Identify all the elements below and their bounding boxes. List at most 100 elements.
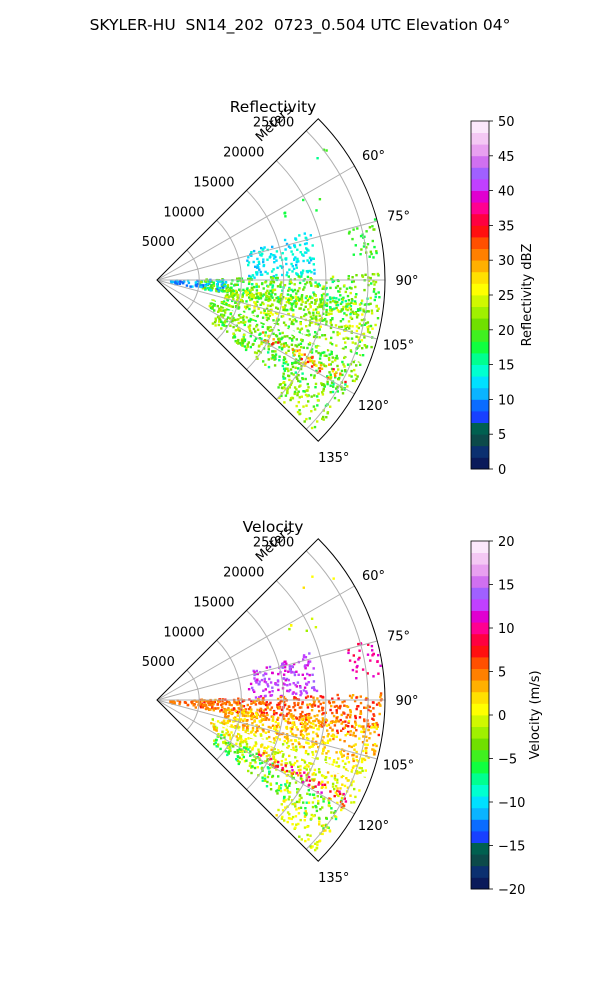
echo-cell — [242, 333, 246, 337]
echo-cell — [212, 726, 216, 729]
echo-cell — [318, 823, 321, 826]
echo-cell — [268, 770, 271, 773]
echo-cell — [280, 315, 283, 318]
echo-cell — [265, 785, 269, 788]
echo-cell — [220, 283, 223, 286]
echo-cell — [299, 777, 303, 780]
echo-cell — [294, 716, 298, 719]
echo-cell — [210, 722, 213, 725]
echo-cell — [351, 299, 354, 302]
echo-cell — [327, 732, 330, 736]
echo-cell — [288, 378, 291, 382]
echo-cell — [268, 292, 271, 295]
echo-cell — [363, 303, 367, 306]
echo-cell — [186, 703, 190, 707]
echo-cell — [272, 268, 275, 271]
echo-cell — [373, 714, 376, 717]
echo-cell — [357, 642, 360, 646]
echo-cell — [305, 812, 308, 815]
echo-cell — [309, 721, 313, 725]
echo-cell — [253, 339, 256, 342]
echo-cell — [261, 753, 264, 757]
colorbar-tick-label: −5 — [498, 753, 517, 768]
echo-cell — [271, 752, 274, 755]
echo-cell — [238, 748, 241, 751]
echo-cell — [288, 790, 291, 794]
echo-cell — [359, 253, 362, 256]
echo-cell — [339, 800, 343, 804]
echo-cell — [246, 305, 249, 309]
echo-cell — [325, 302, 329, 305]
echo-cell — [291, 772, 295, 775]
echo-cell — [288, 665, 291, 668]
echo-cell — [301, 710, 304, 714]
echo-cell — [299, 328, 302, 331]
echo-cell — [373, 283, 376, 286]
echo-cell — [291, 253, 295, 256]
echo-cell — [310, 426, 314, 430]
echo-cell — [290, 715, 294, 718]
echo-cell — [344, 800, 348, 803]
echo-cell — [261, 252, 264, 256]
echo-cell — [314, 724, 318, 727]
echo-cell — [337, 298, 341, 301]
echo-cell — [312, 723, 315, 726]
echo-cell — [366, 743, 369, 746]
echo-cell — [363, 718, 366, 721]
echo-cell — [360, 767, 363, 770]
echo-cell — [332, 385, 335, 388]
echo-cell — [296, 681, 300, 684]
echo-cell — [261, 713, 265, 716]
echo-cell — [298, 794, 302, 797]
echo-cell — [267, 351, 270, 354]
echo-cell — [229, 289, 233, 292]
echo-cell — [297, 774, 300, 777]
echo-cell — [293, 696, 296, 699]
echo-cell — [237, 338, 240, 342]
echo-cell — [213, 728, 216, 731]
echo-cell — [290, 262, 293, 266]
echo-cell — [264, 715, 267, 718]
colorbar-swatch — [471, 434, 489, 447]
echo-cell — [332, 714, 336, 718]
echo-cell — [310, 813, 313, 817]
colorbar-swatch — [471, 784, 489, 797]
echo-cell — [287, 325, 290, 328]
echo-cell — [294, 745, 298, 748]
echo-cell — [320, 791, 323, 794]
echo-cell — [369, 659, 372, 662]
echo-cell — [376, 660, 379, 663]
echo-cell — [314, 842, 317, 845]
colorbar-swatch — [471, 364, 489, 377]
echo-cell — [334, 815, 337, 818]
echo-cell — [247, 263, 250, 267]
angle-tick-label: 105° — [383, 339, 414, 354]
echo-cell — [283, 335, 286, 338]
echo-cell — [355, 329, 359, 333]
echo-cell — [312, 291, 315, 294]
echo-cell — [314, 322, 317, 326]
colorbar-tick-label: 15 — [498, 359, 515, 374]
echo-cell — [276, 312, 279, 315]
echo-cell — [295, 726, 298, 729]
echo-cell — [250, 251, 253, 254]
echo-cell — [278, 706, 281, 709]
echo-cell — [221, 281, 225, 285]
echo-cell — [260, 340, 263, 344]
echo-cell — [271, 353, 274, 357]
echo-cell — [273, 257, 276, 260]
echo-cell — [293, 288, 296, 292]
echo-cell — [219, 722, 222, 725]
echo-cell — [358, 322, 361, 325]
echo-cell — [245, 300, 248, 303]
echo-cell — [360, 730, 363, 733]
echo-cell — [373, 749, 376, 752]
echo-cell — [297, 788, 300, 791]
echo-cell — [228, 708, 231, 712]
echo-cell — [362, 725, 365, 728]
echo-cell — [327, 356, 331, 360]
echo-cell — [312, 686, 315, 689]
colorbar-swatch — [471, 541, 489, 553]
echo-cell — [284, 798, 287, 802]
echo-cell — [209, 289, 212, 292]
